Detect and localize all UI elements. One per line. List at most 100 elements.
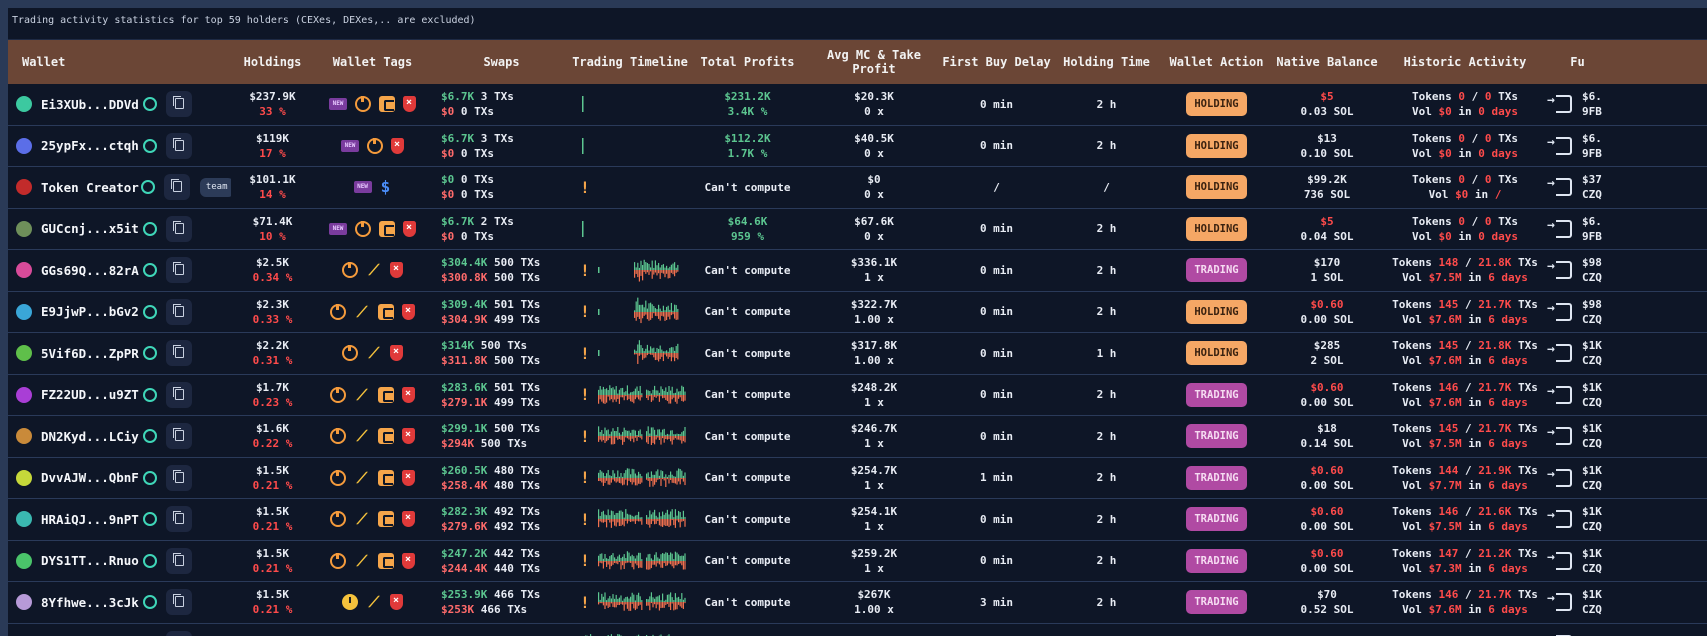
copy-icon[interactable] — [166, 423, 192, 450]
column-header[interactable]: Swaps — [483, 55, 520, 69]
trend-icon[interactable]: ⟋ — [356, 428, 368, 445]
column-header[interactable]: Avg MC & Take Profit — [827, 48, 921, 76]
trend-icon[interactable]: ⟋ — [368, 345, 380, 362]
exit-icon[interactable] — [1547, 591, 1572, 612]
exit-icon[interactable] — [1547, 425, 1572, 446]
copy-icon[interactable] — [166, 630, 192, 636]
shield-alert-icon[interactable] — [391, 137, 404, 154]
shield-alert-icon[interactable] — [402, 469, 415, 486]
wallet-address-link[interactable]: Ei3XUb...DDVd — [41, 96, 139, 112]
wallet-tag-icon[interactable] — [379, 220, 395, 237]
wallet-tracker-icon[interactable] — [140, 180, 155, 195]
wallet-tag-icon[interactable] — [379, 96, 395, 113]
exit-icon[interactable] — [1547, 176, 1572, 197]
table-row[interactable]: E9JjwP...bGv2 $2.3K0.33 % ⟋ $309.4K 501 TXs… — [8, 292, 1707, 333]
shield-alert-icon[interactable] — [390, 594, 403, 611]
wallet-tracker-icon[interactable] — [143, 138, 157, 153]
table-row[interactable]: HRAiQJ...9nPT $1.5K0.21 % ⟋ $282.3K 492 TXs… — [8, 499, 1707, 541]
wallet-address-link[interactable]: HRAiQJ...9nPT — [41, 511, 139, 527]
column-header[interactable]: Historic Activity — [1403, 55, 1527, 69]
trend-icon[interactable]: ⟋ — [356, 386, 368, 403]
copy-icon[interactable] — [166, 506, 192, 533]
wallet-address-link[interactable]: E9JjwP...bGv2 — [41, 304, 139, 320]
wallet-tracker-icon[interactable] — [143, 346, 157, 361]
copy-icon[interactable] — [166, 91, 192, 118]
wallet-tracker-icon[interactable] — [143, 221, 157, 236]
wallet-address-link[interactable]: DvvAJW...QbnF — [41, 470, 139, 486]
sniper-target-icon[interactable] — [330, 469, 346, 486]
column-header[interactable]: Fu — [1570, 55, 1585, 69]
copy-icon[interactable] — [166, 257, 192, 284]
wallet-address-link[interactable]: 5Vif6D...ZpPR — [41, 345, 139, 361]
table-row[interactable]: DN2Kyd...LCiy $1.6K0.22 % ⟋ $299.1K 500 TXs… — [8, 416, 1707, 458]
wallet-address-link[interactable]: Token Creator — [41, 179, 139, 195]
column-header[interactable]: Total Profits — [700, 55, 795, 69]
exit-icon[interactable] — [1547, 342, 1572, 363]
copy-icon[interactable] — [163, 174, 190, 201]
shield-alert-icon[interactable] — [402, 428, 415, 445]
sniper-target-icon[interactable] — [355, 220, 371, 237]
wallet-tracker-icon[interactable] — [143, 304, 157, 319]
column-header[interactable]: Native Balance — [1276, 55, 1378, 69]
sniper-target-icon[interactable] — [330, 552, 346, 569]
copy-icon[interactable] — [166, 464, 192, 491]
new-tag-icon[interactable]: NEW — [353, 181, 372, 194]
trend-icon[interactable]: ⟋ — [356, 469, 368, 486]
sniper-target-icon[interactable] — [355, 96, 371, 113]
table-row[interactable]: 8Yfhwe...3cJk $1.5K0.21 % ⟋ $253.9K 466 TXs… — [8, 582, 1707, 624]
table-row[interactable]: GGs69Q...82rA $2.5K0.34 % ⟋ $304.4K 500 TXs… — [8, 250, 1707, 292]
sniper-target-icon[interactable] — [330, 386, 346, 403]
wallet-tag-icon[interactable] — [378, 428, 394, 445]
table-row[interactable]: $1.5K⟋$257.1K 462 TXs $265.4K$123Tokens … — [8, 624, 1707, 636]
clock-icon[interactable] — [342, 594, 358, 611]
copy-icon[interactable] — [166, 298, 192, 325]
wallet-tag-icon[interactable] — [378, 511, 394, 528]
exit-icon[interactable] — [1547, 301, 1572, 321]
wallet-tracker-icon[interactable] — [143, 512, 157, 527]
wallet-tracker-icon[interactable] — [143, 553, 157, 568]
sniper-target-icon[interactable] — [330, 428, 346, 445]
new-tag-icon[interactable]: NEW — [341, 139, 359, 152]
exit-icon[interactable] — [1547, 384, 1572, 404]
table-row[interactable]: FZ22UD...u9ZT $1.7K0.23 % ⟋ $283.6K 501 TXs… — [8, 375, 1707, 416]
column-header[interactable]: Wallet Tags — [332, 55, 413, 69]
dollar-icon[interactable]: $ — [380, 179, 391, 196]
wallet-tracker-icon[interactable] — [143, 387, 157, 402]
wallet-tag-icon[interactable] — [378, 552, 394, 569]
wallet-address-link[interactable]: 8Yfhwe...3cJk — [41, 594, 139, 610]
new-tag-icon[interactable]: NEW — [329, 222, 347, 235]
table-row[interactable]: Token Creator team $101.1K 14 % NEW $ $0 0 TXs… — [8, 167, 1707, 209]
shield-alert-icon[interactable] — [403, 96, 416, 113]
wallet-address-link[interactable]: GGs69Q...82rA — [41, 262, 139, 278]
table-row[interactable]: DvvAJW...QbnF $1.5K0.21 % ⟋ $260.5K 480 TXs… — [8, 458, 1707, 499]
wallet-tracker-icon[interactable] — [143, 470, 157, 485]
shield-alert-icon[interactable] — [390, 345, 403, 362]
wallet-address-link[interactable]: GUCcnj...x5it — [41, 221, 139, 237]
wallet-tag-icon[interactable] — [378, 386, 394, 403]
copy-icon[interactable] — [166, 215, 192, 242]
wallet-tracker-icon[interactable] — [143, 595, 157, 610]
sniper-target-icon[interactable] — [330, 303, 346, 320]
sniper-target-icon[interactable] — [367, 137, 383, 154]
copy-icon[interactable] — [166, 381, 192, 408]
new-tag-icon[interactable]: NEW — [329, 98, 347, 111]
exit-icon[interactable] — [1547, 135, 1572, 155]
exit-icon[interactable] — [1547, 467, 1572, 487]
column-header[interactable]: Holdings — [243, 55, 302, 69]
column-header[interactable]: Holding Time — [1063, 55, 1150, 69]
wallet-tag-icon[interactable] — [378, 303, 394, 320]
exit-icon[interactable] — [1547, 508, 1572, 529]
exit-icon[interactable] — [1547, 93, 1572, 114]
column-header[interactable]: Wallet Action — [1169, 55, 1264, 69]
wallet-address-link[interactable]: FZ22UD...u9ZT — [41, 387, 139, 403]
exit-icon[interactable] — [1547, 550, 1572, 570]
copy-icon[interactable] — [166, 340, 192, 367]
exit-icon[interactable] — [1547, 259, 1572, 280]
exit-icon[interactable] — [1547, 218, 1572, 238]
shield-alert-icon[interactable] — [390, 262, 403, 279]
column-header[interactable]: First Buy Delay — [942, 55, 1051, 69]
shield-alert-icon[interactable] — [403, 220, 416, 237]
